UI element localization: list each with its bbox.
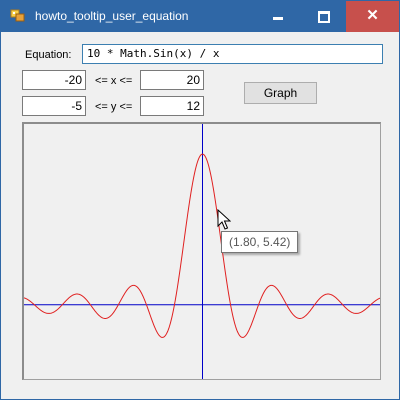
x-range-label: <= x <= — [95, 75, 133, 87]
xmin-input[interactable]: -20 — [22, 70, 86, 90]
maximize-button[interactable] — [301, 1, 345, 32]
minimize-icon — [273, 17, 283, 20]
xmax-input[interactable]: 20 — [140, 70, 204, 90]
app-icon — [10, 9, 25, 22]
plot-svg — [24, 124, 380, 379]
coordinate-tooltip: (1.80, 5.42) — [221, 231, 299, 253]
maximize-icon — [318, 11, 330, 23]
graph-canvas[interactable] — [22, 122, 381, 380]
minimize-button[interactable] — [256, 1, 300, 32]
ymax-input[interactable]: 12 — [140, 96, 204, 116]
function-curve — [24, 153, 380, 338]
close-button[interactable]: ✕ — [346, 1, 399, 32]
graph-button[interactable]: Graph — [244, 82, 317, 104]
window-title: howto_tooltip_user_equation — [35, 9, 189, 23]
equation-input[interactable]: 10 * Math.Sin(x) / x — [82, 44, 383, 64]
equation-label: Equation: — [25, 49, 72, 61]
ymin-input[interactable]: -5 — [22, 96, 86, 116]
title-bar[interactable]: howto_tooltip_user_equation ✕ — [1, 1, 399, 32]
mouse-pointer-icon — [217, 209, 231, 230]
y-range-label: <= y <= — [95, 101, 133, 113]
close-icon: ✕ — [366, 7, 379, 24]
